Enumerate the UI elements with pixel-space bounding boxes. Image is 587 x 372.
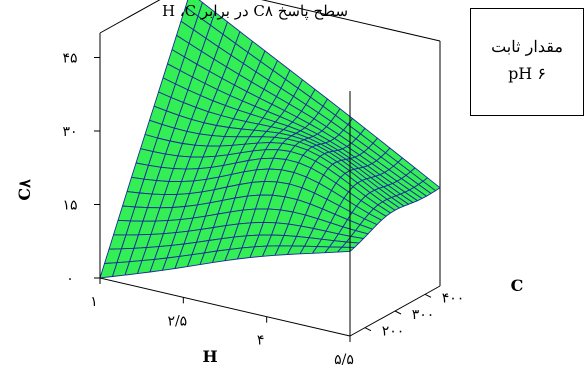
x-tick-label: ۲/۵ bbox=[167, 313, 187, 329]
x-tick-label: ۱ bbox=[90, 294, 98, 310]
y-tick bbox=[394, 310, 402, 315]
z-tick-label: ۰ bbox=[66, 271, 74, 287]
x-axis-label: H bbox=[202, 347, 217, 366]
z-tick-label: ۴۵ bbox=[62, 51, 77, 67]
x-tick-label: ۵/۵ bbox=[334, 352, 354, 368]
constant-value: pH ۶ bbox=[508, 64, 546, 83]
x-axis-line bbox=[99, 277, 351, 337]
y-tick-label: ۴۰۰ bbox=[442, 290, 465, 306]
y-axis-label: C bbox=[511, 276, 524, 295]
axis-ticks: ۰ ۱۵ ۳۰ ۴۵ ۱ ۲/۵ ۴ ۵/۵ ۲۰۰ ۳۰۰ ۴۰۰ bbox=[62, 51, 464, 369]
x-tick-label: ۴ bbox=[257, 333, 265, 349]
response-surface bbox=[99, 0, 441, 279]
y-tick-label: ۳۰۰ bbox=[412, 307, 435, 323]
box-edge bbox=[261, 0, 441, 42]
constant-factor-box: مقدار ثابت pH ۶ bbox=[470, 8, 584, 116]
z-axis-label: C۸ bbox=[15, 179, 34, 201]
chart-title: سطح پاسخ C۸ در برابر H ،C bbox=[161, 2, 349, 20]
y-tick-label: ۲۰۰ bbox=[382, 324, 405, 340]
z-tick-label: ۱۵ bbox=[62, 198, 77, 214]
constant-label: مقدار ثابت bbox=[491, 37, 563, 56]
z-tick-label: ۳۰ bbox=[62, 124, 77, 140]
y-tick bbox=[364, 327, 372, 332]
y-tick bbox=[424, 293, 432, 298]
box-edge bbox=[99, 0, 161, 34]
